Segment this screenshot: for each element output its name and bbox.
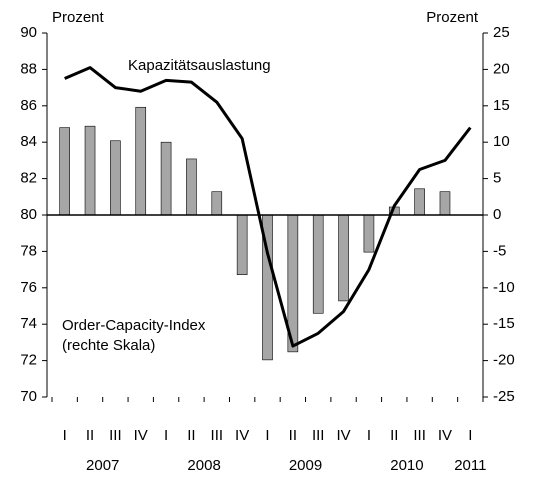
x-group-label: 2011: [454, 457, 486, 474]
x-tick-label: III: [109, 427, 122, 444]
y2-tick-label: -15: [493, 315, 515, 332]
x-tick-label: I: [367, 427, 371, 444]
x-tick-label: I: [468, 427, 472, 444]
y2-tick-label: 5: [493, 170, 501, 187]
bar: [439, 191, 451, 216]
y-tick-label: 78: [20, 242, 37, 259]
y2-tick-label: -10: [493, 279, 515, 296]
y2-tick-label: 10: [493, 133, 510, 150]
bar: [414, 188, 425, 216]
x-group-label: 2008: [187, 457, 220, 474]
x-tick-label: II: [289, 427, 297, 444]
bar: [110, 140, 121, 216]
bar: [135, 106, 147, 216]
bar-annotation-note: (rechte Skala): [62, 337, 155, 354]
bar: [84, 125, 96, 216]
x-tick-label: IV: [336, 427, 350, 444]
x-tick-label: IV: [235, 427, 249, 444]
x-tick-label: IV: [134, 427, 148, 444]
x-tick-label: I: [63, 427, 67, 444]
y-tick-label: 74: [20, 315, 37, 332]
bar: [186, 158, 197, 216]
x-tick-label: II: [187, 427, 195, 444]
bar: [211, 191, 223, 216]
y-tick-label: 76: [20, 279, 37, 296]
x-group-label: 2007: [86, 457, 119, 474]
x-tick-label: IV: [438, 427, 452, 444]
bar: [363, 214, 375, 253]
x-tick-label: III: [211, 427, 224, 444]
y2-tick-label: 25: [493, 24, 510, 41]
bar: [59, 127, 70, 216]
line: [64, 66, 472, 348]
y-axis-label: Prozent: [52, 9, 105, 26]
x-tick-label: III: [413, 427, 426, 444]
y-tick-label: 88: [20, 60, 37, 77]
bar: [312, 214, 324, 314]
y2-tick-label: 0: [493, 206, 501, 223]
x-group-label: 2009: [289, 457, 322, 474]
bar: [236, 214, 248, 275]
x-tick-label: II: [86, 427, 94, 444]
y-tick-label: 90: [20, 24, 37, 41]
y2-tick-label: 20: [493, 60, 510, 77]
x-tick-label: III: [312, 427, 325, 444]
y-tick-label: 84: [20, 133, 37, 150]
x-tick-label: I: [164, 427, 168, 444]
x-tick-label: I: [265, 427, 269, 444]
y2-axis-label: Prozent: [426, 9, 479, 26]
y-tick-label: 70: [20, 388, 37, 405]
bar: [338, 214, 349, 302]
y2-tick-label: -5: [493, 242, 506, 259]
y-tick-label: 86: [20, 97, 37, 114]
x-tick-label: II: [390, 427, 398, 444]
line-annotation: Kapazitätsauslastung: [128, 57, 271, 74]
y-tick-label: 80: [20, 206, 37, 223]
y-tick-label: 82: [20, 170, 37, 187]
y2-tick-label: -25: [493, 388, 515, 405]
bar: [160, 141, 172, 216]
x-group-label: 2010: [390, 457, 423, 474]
y2-tick-label: 15: [493, 97, 510, 114]
y2-tick-label: -20: [493, 352, 515, 369]
y-tick-label: 72: [20, 352, 37, 369]
bar-annotation: Order-Capacity-Index: [62, 317, 206, 334]
